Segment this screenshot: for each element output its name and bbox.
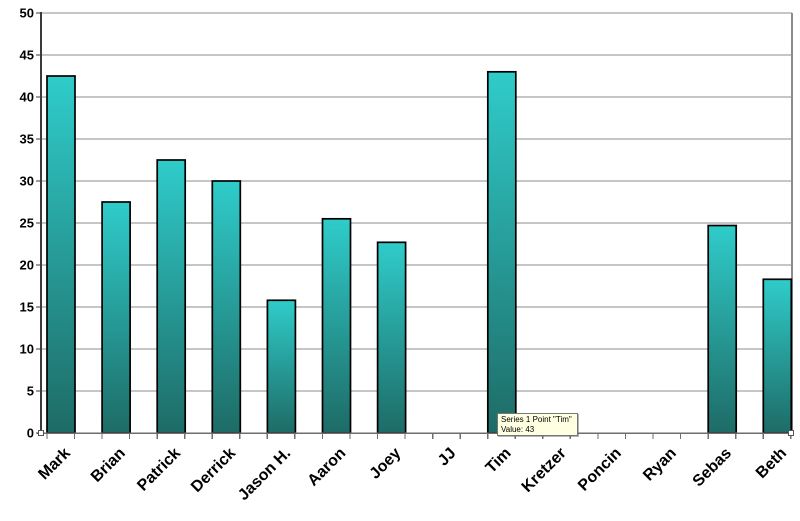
bar-patrick[interactable] — [156, 159, 187, 434]
bar-brian[interactable] — [101, 201, 131, 434]
bar-derrick[interactable] — [211, 180, 242, 434]
bar-aaron[interactable] — [321, 217, 352, 434]
x-axis-label-brian: Brian — [88, 445, 129, 486]
x-axis-label-jason-h: Jason H. — [235, 445, 294, 504]
x-axis-label-aaron: Aaron — [305, 445, 350, 490]
x-axis-label-mark: Mark — [35, 445, 74, 484]
x-axis-label-beth: Beth — [753, 445, 790, 482]
y-axis-label: 45 — [20, 48, 34, 63]
axis-selection-handle — [788, 430, 794, 436]
x-axis-label-patrick: Patrick — [134, 445, 184, 495]
y-axis-label: 5 — [27, 384, 34, 399]
x-axis-label-ryan: Ryan — [640, 445, 680, 485]
y-axis-label: 40 — [20, 90, 34, 105]
bar-tim[interactable] — [486, 70, 517, 434]
tooltip-value: Value: 43 — [501, 425, 535, 434]
y-axis-label: 15 — [20, 300, 34, 315]
bar-sebas[interactable] — [707, 224, 738, 434]
y-axis-label: 35 — [20, 132, 34, 147]
bar-jason-h[interactable] — [266, 299, 297, 434]
y-axis-label: 20 — [20, 258, 34, 273]
y-axis-label: 10 — [20, 342, 34, 357]
x-axis-label-tim: Tim — [483, 445, 515, 477]
bar-joey[interactable] — [376, 241, 407, 434]
x-axis-label-derrick: Derrick — [188, 445, 239, 496]
chart-tooltip: Series 1 Point "Tim" Value: 43 — [497, 413, 578, 436]
y-axis-label: 25 — [20, 216, 34, 231]
axis-selection-handle — [38, 430, 44, 436]
x-axis-label-sebas: Sebas — [690, 445, 735, 490]
x-axis-label-jj: JJ — [435, 445, 460, 470]
x-axis-label-joey: Joey — [367, 445, 405, 483]
y-axis-label: 0 — [27, 426, 34, 441]
tooltip-series-point: Series 1 Point "Tim" — [501, 415, 572, 424]
y-axis-label: 30 — [20, 174, 34, 189]
x-axis-label-kretzer: Kretzer — [519, 445, 570, 496]
x-axis-label-poncin: Poncin — [575, 445, 625, 495]
bar-mark[interactable] — [46, 75, 76, 434]
y-axis-label: 50 — [20, 6, 34, 21]
bar-beth[interactable] — [762, 278, 793, 434]
